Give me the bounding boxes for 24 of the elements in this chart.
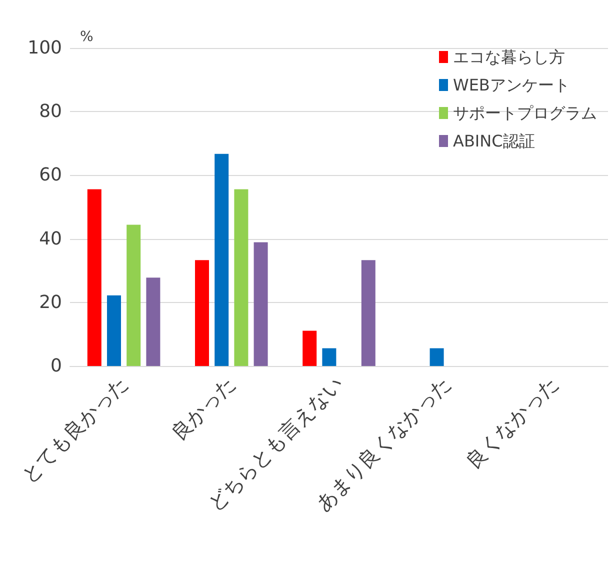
bar: [126, 224, 141, 366]
legend-label: WEBアンケート: [453, 76, 570, 94]
x-tick-label: 良かった: [166, 372, 240, 446]
y-tick-label: 80: [39, 101, 62, 122]
bar: [254, 242, 268, 366]
bar: [214, 154, 229, 366]
x-tick-label: 良くなかった: [460, 372, 563, 474]
bar: [322, 348, 336, 366]
y-tick-label: 100: [28, 38, 62, 58]
bar: [234, 189, 248, 366]
y-tick-label: 20: [39, 292, 62, 313]
bar: [195, 260, 209, 366]
bar: [107, 295, 121, 366]
legend-label: サポートプログラム: [453, 104, 597, 122]
bar: [302, 330, 317, 366]
y-axis-title: %: [80, 29, 94, 45]
bar: [87, 189, 102, 366]
legend-label: エコな暮らし方: [453, 48, 565, 66]
bar: [146, 278, 160, 366]
bar: [361, 260, 376, 366]
y-tick-label: 40: [39, 228, 62, 250]
legend-label: ABINC認証: [453, 132, 535, 150]
bar: [430, 348, 444, 366]
y-tick-label: 60: [39, 164, 62, 186]
